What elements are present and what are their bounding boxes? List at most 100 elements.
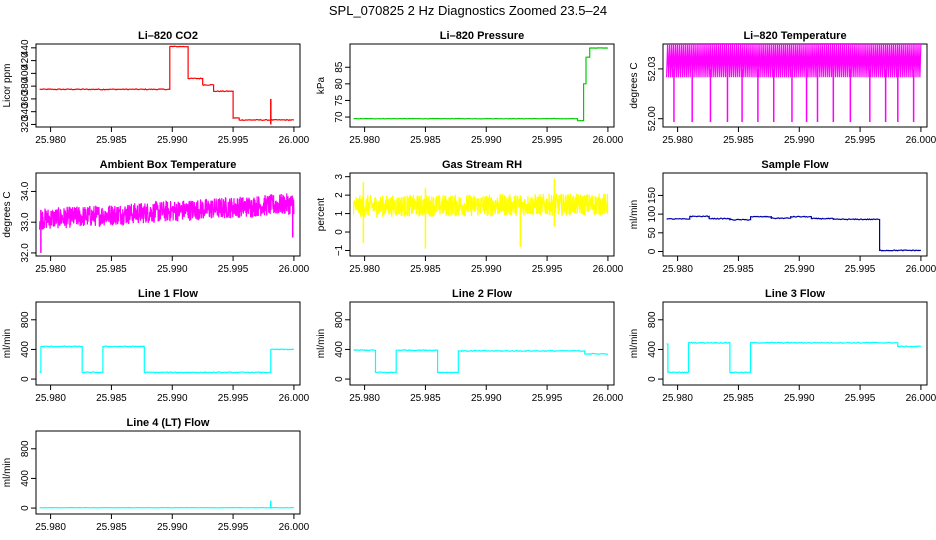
panel-9-xtick-label: 26.000 — [906, 393, 936, 404]
panel-10-xtick-label: 25.990 — [157, 522, 188, 533]
panel-1-frame — [35, 43, 301, 128]
panel-4-title: Ambient Box Temperature — [100, 159, 237, 171]
panel-5-xtick-label: 25.985 — [410, 264, 441, 275]
panel-4-ytick-label: 33.0 — [20, 212, 31, 232]
panel-10-ytick-label: 0 — [20, 505, 31, 511]
panel-1-xtick-label: 25.980 — [35, 135, 66, 146]
panel-5-ytick-label: 2 — [334, 192, 345, 198]
panel-2: Li–820 Pressure 25.980 25.985 25.990 25.995 2… — [316, 30, 624, 146]
panel-3-ylabel: degrees C — [629, 62, 640, 108]
panel-10-xtick-label: 25.995 — [218, 522, 249, 533]
panel-5-ytick-label: −1 — [334, 244, 345, 256]
panel-3-xtick-label: 26.000 — [906, 135, 936, 146]
panel-8-title: Line 2 Flow — [452, 288, 512, 300]
panel-10-xtick-label: 26.000 — [279, 522, 310, 533]
panel-9-title: Line 3 Flow — [765, 288, 825, 300]
panel-2-xtick-label: 25.985 — [410, 135, 441, 146]
panel-4-frame — [35, 172, 301, 257]
panel-8-frame — [349, 301, 615, 386]
panel-7-ytick-label: 400 — [20, 341, 31, 358]
panel-3-xtick-label: 25.985 — [723, 135, 754, 146]
panel-2-xtick-label: 25.995 — [532, 135, 563, 146]
panel-8-xtick-label: 25.985 — [410, 393, 441, 404]
panel-2-ytick-label: 80 — [334, 78, 345, 90]
panel-7-series-line — [39, 345, 295, 374]
panel-5-ytick-label: 1 — [334, 210, 345, 216]
panel-7-xtick-label: 25.995 — [218, 393, 249, 404]
panel-10-ylabel: ml/min — [2, 458, 13, 487]
panel-8-xtick-label: 25.995 — [532, 393, 563, 404]
panel-1-xtick-label: 25.990 — [157, 135, 188, 146]
panel-7-xtick-label: 25.990 — [157, 393, 188, 404]
panel-2-ytick-label: 70 — [334, 111, 345, 123]
panel-9-frame — [662, 301, 928, 386]
panel-9-ytick-label: 800 — [647, 311, 658, 328]
panel-7-xtick-label: 25.980 — [35, 393, 66, 404]
panel-6-xtick-label: 25.980 — [662, 264, 693, 275]
panel-5-xtick-label: 25.990 — [471, 264, 502, 275]
panel-10-title: Line 4 (LT) Flow — [127, 417, 210, 429]
panel-9: Line 3 Flow 25.980 25.985 25.990 25.995 26.00… — [629, 288, 936, 404]
panel-10-xtick-label: 25.985 — [96, 522, 127, 533]
panel-3-xtick-label: 25.995 — [845, 135, 876, 146]
panel-5-ytick-label: 3 — [334, 173, 345, 179]
panel-9-xtick-label: 25.990 — [784, 393, 815, 404]
panel-7-title: Line 1 Flow — [138, 288, 198, 300]
panel-1-xtick-label: 25.985 — [96, 135, 127, 146]
panel-7-xtick-label: 25.985 — [96, 393, 127, 404]
panel-1-title: Li–820 CO2 — [138, 30, 198, 42]
panel-5-title: Gas Stream RH — [442, 159, 522, 171]
panel-4-ylabel: degrees C — [2, 191, 13, 237]
panel-10-frame — [35, 430, 301, 515]
panel-6-title: Sample Flow — [761, 159, 829, 171]
panel-5-frame — [349, 172, 615, 257]
panel-7-frame — [35, 301, 301, 386]
panel-1-ytick-label: 320 — [20, 116, 31, 133]
panel-1-ylabel: Licor ppm — [2, 64, 13, 108]
panel-3-xtick-label: 25.980 — [662, 135, 693, 146]
panel-1-xtick-label: 25.995 — [218, 135, 249, 146]
panel-6-ytick-label: 100 — [647, 205, 658, 222]
panel-7-ytick-label: 800 — [20, 311, 31, 328]
panel-4: Ambient Box Temperature 25.980 25.985 25.99… — [2, 159, 310, 275]
panel-9-xtick-label: 25.995 — [845, 393, 876, 404]
panel-9-ylabel: ml/min — [629, 329, 640, 358]
panel-5-xtick-label: 25.995 — [532, 264, 563, 275]
panel-5-xtick-label: 26.000 — [593, 264, 624, 275]
panel-7-ylabel: ml/min — [2, 329, 13, 358]
panel-1-ytick-label: 400 — [20, 65, 31, 82]
panel-9-series-line — [666, 341, 922, 374]
panel-8-ylabel: ml/min — [316, 329, 327, 358]
panel-4-xtick-label: 25.980 — [35, 264, 66, 275]
panel-grid: Li–820 CO2 25.980 25.985 25.990 25.995 26.000… — [2, 30, 936, 533]
panel-1-ytick-label: 380 — [20, 77, 31, 94]
panel-9-xtick-label: 25.985 — [723, 393, 754, 404]
panel-5-ylabel: percent — [316, 198, 327, 232]
panel-1-series-line — [39, 45, 295, 122]
panel-1-xtick-label: 26.000 — [279, 135, 310, 146]
panel-4-ytick-label: 34.0 — [20, 181, 31, 201]
panel-5: Gas Stream RH 25.980 25.985 25.990 25.995 26.… — [316, 159, 624, 275]
panel-3-series-line — [666, 44, 922, 78]
panel-8-ytick-label: 800 — [334, 311, 345, 328]
panel-7-ytick-label: 0 — [20, 376, 31, 382]
panel-10-xtick-label: 25.980 — [35, 522, 66, 533]
panel-6-ytick-label: 50 — [647, 227, 658, 239]
panel-6-ylabel: ml/min — [629, 200, 640, 229]
panel-5-xtick-label: 25.980 — [349, 264, 380, 275]
panel-3-ytick-label: 52.00 — [647, 106, 658, 131]
panel-2-series-line — [353, 47, 608, 122]
panel-9-ytick-label: 0 — [647, 376, 658, 382]
panel-6: Sample Flow 25.980 25.985 25.990 25.995 26.00… — [629, 159, 936, 275]
panel-2-title: Li–820 Pressure — [440, 30, 524, 42]
panel-3-xtick-label: 25.990 — [784, 135, 815, 146]
panel-6-xtick-label: 25.985 — [723, 264, 754, 275]
panel-2-ytick-label: 85 — [334, 61, 345, 73]
panel-8-series-line — [353, 348, 609, 374]
panel-2-xtick-label: 26.000 — [593, 135, 624, 146]
panel-1-ytick-label: 360 — [20, 90, 31, 107]
panel-3: Li–820 Temperature 25.980 25.985 25.990 25.9… — [629, 30, 936, 146]
panel-6-ytick-label: 0 — [647, 248, 658, 254]
panel-8-xtick-label: 26.000 — [593, 393, 624, 404]
